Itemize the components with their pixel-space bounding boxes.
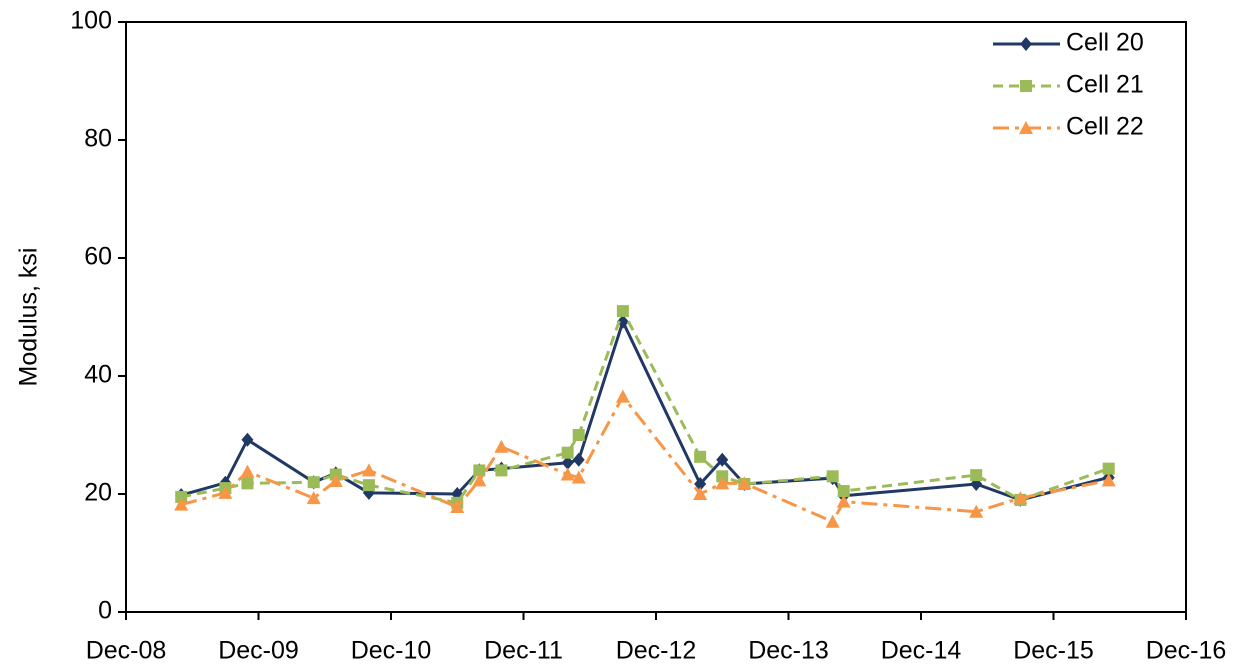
legend-marker [1020, 80, 1032, 92]
x-tick-label: Dec-14 [881, 637, 962, 665]
marker [571, 470, 586, 484]
legend-label: Cell 22 [1066, 113, 1144, 141]
legend-label: Cell 21 [1066, 71, 1144, 99]
x-tick-label: Dec-12 [616, 637, 697, 665]
marker [362, 479, 375, 492]
x-tick-label: Dec-13 [748, 637, 829, 665]
y-tick-label: 100 [70, 7, 112, 35]
marker [450, 499, 465, 513]
y-tick-label: 80 [84, 125, 112, 153]
y-tick-label: 40 [84, 361, 112, 389]
marker [240, 464, 255, 478]
marker [307, 476, 320, 489]
marker [836, 494, 851, 508]
marker [306, 491, 321, 505]
marker [1013, 491, 1028, 505]
marker [694, 450, 707, 463]
marker [716, 470, 729, 483]
y-tick-label: 0 [98, 597, 112, 625]
x-tick-label: Dec-10 [351, 637, 432, 665]
legend-label: Cell 20 [1066, 29, 1144, 57]
marker [716, 452, 729, 467]
marker [561, 446, 574, 459]
marker [1102, 462, 1115, 475]
marker [494, 439, 509, 453]
legend-marker [1020, 37, 1032, 51]
legend-marker [1019, 121, 1033, 134]
x-tick-label: Dec-08 [86, 637, 167, 665]
marker [694, 476, 707, 491]
marker [473, 464, 486, 477]
series-line [180, 317, 1110, 502]
series-line [180, 393, 1110, 524]
plot-frame [125, 21, 1187, 613]
marker [572, 429, 585, 441]
marker [328, 474, 343, 488]
y-tick-label: 60 [84, 243, 112, 271]
marker [1101, 473, 1116, 487]
marker [837, 485, 850, 498]
marker [970, 469, 983, 482]
marker [218, 485, 233, 499]
x-tick-label: Dec-15 [1013, 637, 1094, 665]
marker [560, 467, 575, 481]
marker [616, 314, 629, 329]
marker [361, 463, 376, 477]
x-tick-label: Dec-09 [218, 637, 299, 665]
marker [174, 497, 189, 511]
series-line [180, 307, 1110, 505]
marker [737, 476, 752, 490]
marker [175, 490, 188, 503]
marker [715, 476, 730, 490]
marker [495, 464, 508, 477]
marker [615, 389, 630, 403]
y-tick-label: 20 [84, 479, 112, 507]
marker [616, 305, 629, 318]
marker [693, 487, 708, 500]
marker [826, 470, 839, 483]
marker [825, 514, 840, 528]
x-tick-label: Dec-11 [484, 637, 563, 665]
marker [969, 504, 984, 518]
marker [561, 455, 574, 470]
marker [572, 452, 585, 467]
y-axis-title: Modulus, ksi [15, 248, 43, 387]
marker [241, 477, 254, 490]
marker [472, 473, 487, 487]
marker [241, 432, 254, 447]
x-tick-label: Dec-16 [1146, 637, 1227, 665]
